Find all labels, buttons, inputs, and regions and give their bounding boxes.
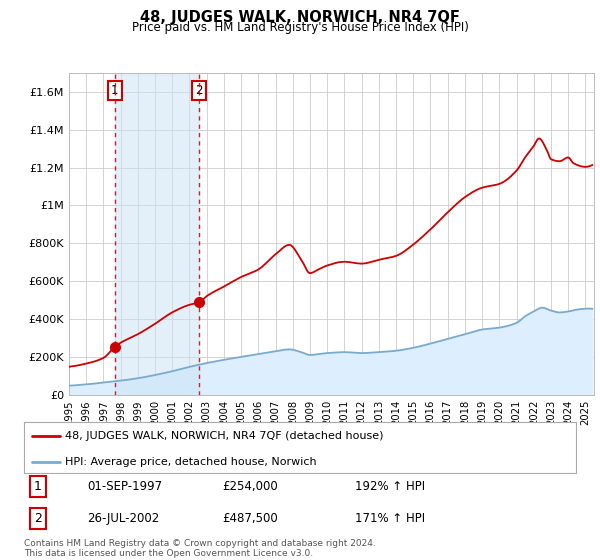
Text: £487,500: £487,500 [223, 512, 278, 525]
Text: £254,000: £254,000 [223, 480, 278, 493]
Text: 1: 1 [111, 84, 119, 97]
Text: 48, JUDGES WALK, NORWICH, NR4 7QF: 48, JUDGES WALK, NORWICH, NR4 7QF [140, 10, 460, 25]
Bar [115, 73, 199, 395]
Text: Price paid vs. HM Land Registry's House Price Index (HPI): Price paid vs. HM Land Registry's House … [131, 21, 469, 34]
Text: HPI: Average price, detached house, Norwich: HPI: Average price, detached house, Norw… [65, 457, 317, 467]
Text: 1: 1 [34, 480, 42, 493]
Text: 2: 2 [34, 512, 42, 525]
Text: Contains HM Land Registry data © Crown copyright and database right 2024.
This d: Contains HM Land Registry data © Crown c… [24, 539, 376, 558]
Text: 192% ↑ HPI: 192% ↑ HPI [355, 480, 425, 493]
Text: 26-JUL-2002: 26-JUL-2002 [88, 512, 160, 525]
Text: 01-SEP-1997: 01-SEP-1997 [88, 480, 163, 493]
Text: 48, JUDGES WALK, NORWICH, NR4 7QF (detached house): 48, JUDGES WALK, NORWICH, NR4 7QF (detac… [65, 431, 384, 441]
Text: 2: 2 [196, 84, 203, 97]
Text: 171% ↑ HPI: 171% ↑ HPI [355, 512, 425, 525]
